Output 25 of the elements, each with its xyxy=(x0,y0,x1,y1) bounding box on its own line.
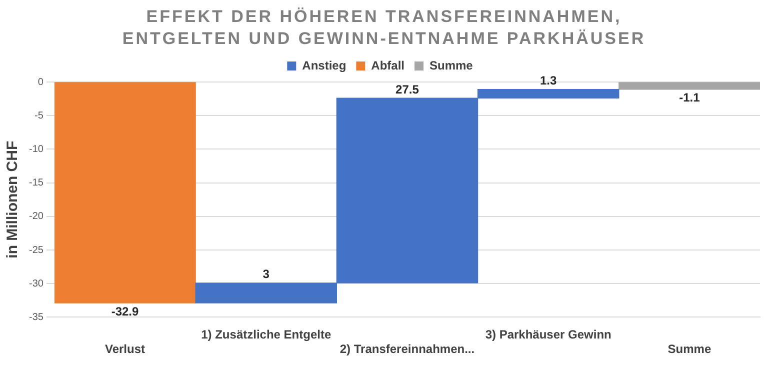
data-label: 1.3 xyxy=(540,74,557,88)
y-tick-label: -30 xyxy=(29,278,44,290)
legend-label: Anstieg xyxy=(302,58,346,72)
y-tick-label: -25 xyxy=(29,244,44,256)
bar xyxy=(54,82,196,304)
y-tick-label: -35 xyxy=(29,312,44,323)
x-tick-label: 2) Transfereinnahmen... xyxy=(340,342,475,356)
legend-label: Abfall xyxy=(371,58,405,72)
y-tick-label: -10 xyxy=(29,144,44,155)
y-tick-label: -5 xyxy=(34,110,44,122)
y-axis-title: in Millionen CHF xyxy=(4,140,22,258)
x-tick-label: Verlust xyxy=(104,342,146,356)
bar xyxy=(618,82,760,90)
x-tick-label: 1) Zusätzliche Entgelte xyxy=(201,328,332,342)
data-label: -32.9 xyxy=(111,304,140,318)
data-label: 3 xyxy=(262,267,270,282)
y-tick-label: -15 xyxy=(29,178,44,189)
data-label: 27.5 xyxy=(396,82,420,96)
chart-title: EFFEKT DER HÖHEREN TRANSFEREINNAHMEN, ENTGELTEN UND GEWINN-ENTNAHME PARKHÄUSER xyxy=(121,6,647,50)
x-tick-label: Summe xyxy=(668,342,712,356)
y-tick-label: -20 xyxy=(29,211,44,222)
x-tick-label: 3) Parkhäuser Gewinn xyxy=(485,328,612,342)
legend-label: Summe xyxy=(429,58,474,72)
y-tick-label: 0 xyxy=(38,76,44,88)
data-label: -1.1 xyxy=(679,90,700,105)
